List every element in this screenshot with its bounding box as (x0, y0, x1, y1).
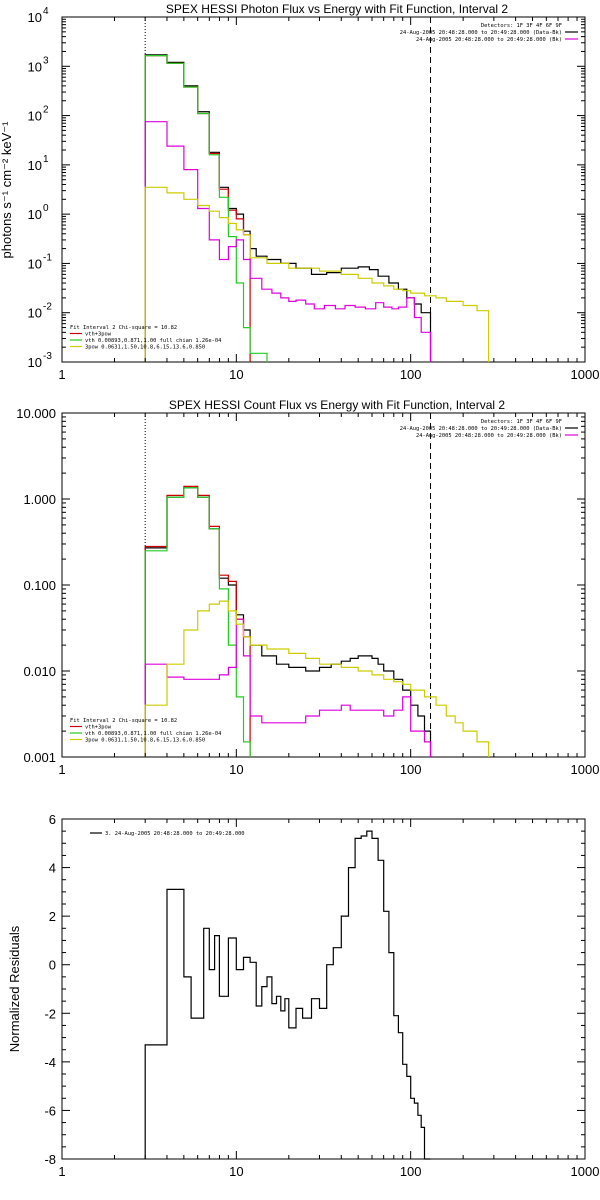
y-tick-label: 10 (28, 306, 42, 321)
y-tick-label: -2 (44, 1006, 56, 1021)
x-tick-label: 1000 (571, 762, 600, 777)
legend-line: 3. 24-Aug-2005 20:48:28.000 to 20:49:28.… (105, 831, 245, 837)
y-tick-label: 1.000 (23, 492, 56, 507)
header-line: 24-Aug-2005 20:48:28.000 to 20:49:28.000… (400, 30, 562, 36)
panel-2-frame (61, 412, 586, 758)
y-tick-exponent: -1 (43, 252, 52, 263)
y-tick-label: 6 (49, 812, 56, 827)
y-tick-label: 0.010 (23, 664, 56, 679)
x-tick-label: 10 (229, 1164, 243, 1179)
y-tick-exponent: 4 (43, 6, 49, 17)
header-line: 24-Aug-2005 20:48:28.000 to 20:49:28.000… (400, 426, 562, 432)
series-2-line (144, 487, 251, 757)
y-tick-label: 4 (49, 861, 56, 876)
legend-line: Fit Interval 2 Chi-square = 10.82 (70, 718, 177, 724)
series-3-line (144, 121, 432, 362)
x-tick-label: 1 (58, 1164, 65, 1179)
series-4-line (144, 600, 490, 757)
y-tick-label: 10 (28, 256, 42, 271)
y-tick-label: 10 (28, 109, 42, 124)
x-tick-label: 1 (58, 367, 65, 382)
panel-3-frame (61, 818, 586, 1160)
y-tick-label: -4 (44, 1055, 56, 1070)
y-tick-exponent: -3 (43, 351, 52, 362)
y-tick-label: 10 (28, 10, 42, 25)
x-tick-label: 100 (400, 1164, 422, 1179)
legend-line: 3pow 0.0631,1.50,10.8,6.15,13.6,0.850 (85, 345, 205, 351)
header-line: 24-Aug-2005 20:48:28.000 to 20:49:28.000… (416, 433, 562, 439)
y-tick-exponent: -2 (43, 302, 52, 313)
series-2-line (144, 55, 268, 362)
y-tick-label: 2 (49, 909, 56, 924)
y-tick-label: 0.100 (23, 578, 56, 593)
legend-line: 3pow 0.0631,1.50,10.8,6.15,13.6,0.850 (85, 738, 205, 744)
x-tick-label: 10 (229, 367, 243, 382)
panel-photon-flux: SPEX HESSI Photon Flux vs Energy with Fi… (0, 2, 599, 382)
y-tick-exponent: 1 (43, 154, 49, 165)
x-tick-label: 10 (229, 762, 243, 777)
panel-2-title: SPEX HESSI Count Flux vs Energy with Fit… (169, 398, 505, 412)
y-tick-exponent: 3 (43, 55, 49, 66)
y-tick-label: 10 (28, 59, 42, 74)
x-tick-label: 1 (58, 762, 65, 777)
header-line: Detectors: 1F 3F 4F 6F 9F (481, 23, 562, 29)
panel-count-flux: SPEX HESSI Count Flux vs Energy with Fit… (16, 398, 599, 777)
y-tick-label: 10 (28, 207, 42, 222)
y-tick-label: 0.001 (23, 750, 56, 765)
y-tick-exponent: 0 (43, 203, 49, 214)
panel-1-frame (61, 16, 586, 363)
header-line: 24-Aug-2005 20:48:28.000 to 20:49:28.000… (416, 37, 562, 43)
series-4-line (144, 186, 490, 362)
y-tick-label: -6 (44, 1103, 56, 1118)
header-line: Detectors: 1F 3F 4F 6F 9F (481, 419, 562, 425)
panel-residuals: Normalized Residuals 1 10 100 1000 -8 -6 -4 -2 0… (7, 812, 599, 1179)
legend-line: Fit Interval 2 Chi-square = 10.82 (70, 325, 177, 331)
panel-1-title: SPEX HESSI Photon Flux vs Energy with Fi… (166, 2, 508, 16)
series-3-line (144, 618, 432, 757)
x-tick-label: 100 (400, 367, 422, 382)
series-0-line (144, 54, 432, 362)
x-tick-label: 100 (400, 762, 422, 777)
panel-1-ylabel: photons s⁻¹ cm⁻² keV⁻¹ (0, 121, 14, 259)
series-0-line (144, 830, 431, 1160)
y-tick-label: -8 (44, 1152, 56, 1167)
legend-line: vth+3pow (85, 725, 112, 731)
panel-3-ylabel: Normalized Residuals (7, 925, 22, 1052)
y-tick-exponent: 2 (43, 105, 49, 116)
y-tick-label: 10 (28, 355, 42, 370)
series-0-line (144, 487, 432, 757)
legend-line: vth 0.00893,0.871,1.00 full chian 1.26e-… (85, 338, 221, 344)
legend-line: vth 0.00893,0.871,1.00 full chian 1.26e-… (85, 731, 221, 737)
y-tick-label: 10.000 (16, 406, 56, 421)
x-tick-label: 1000 (571, 367, 600, 382)
x-tick-label: 1000 (571, 1164, 600, 1179)
y-tick-label: 0 (49, 958, 56, 973)
legend-line: vth+3pow (85, 332, 112, 338)
y-tick-label: 10 (28, 158, 42, 173)
